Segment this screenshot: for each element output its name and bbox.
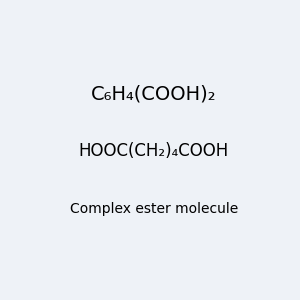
Text: Complex ester molecule: Complex ester molecule — [70, 202, 238, 216]
Text: C₆H₄(COOH)₂: C₆H₄(COOH)₂ — [91, 84, 217, 103]
Text: HOOC(CH₂)₄COOH: HOOC(CH₂)₄COOH — [79, 142, 229, 160]
